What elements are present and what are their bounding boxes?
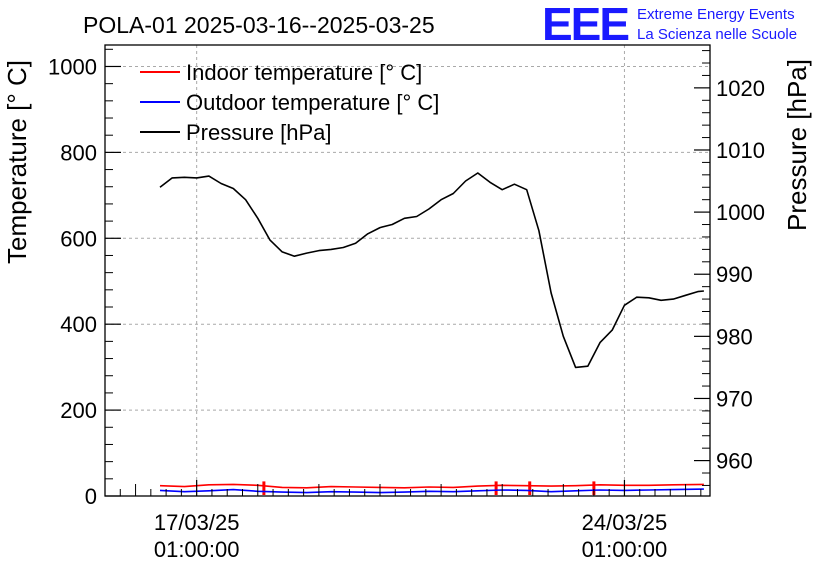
outdoor-temperature-line [159, 488, 704, 494]
x-axis-tick-label-date: 17/03/25 [154, 510, 240, 535]
eee-logo-mark: EEE [542, 0, 628, 50]
right-axis-tick-label: 970 [716, 386, 753, 411]
right-axis-tick-label: 980 [716, 324, 753, 349]
plot-frame [104, 44, 711, 497]
x-axis-tick-label-time: 01:00:00 [582, 537, 668, 562]
left-axis-label: Temperature [° C] [2, 60, 32, 264]
left-axis-tick-label: 1000 [48, 54, 97, 79]
left-axis-tick-label: 0 [85, 484, 97, 509]
left-axis-tick-label: 200 [60, 398, 97, 423]
right-axis-tick-label: 960 [716, 449, 753, 474]
left-axis-tick-label: 600 [60, 226, 97, 251]
right-axis-label: Pressure [hPa] [782, 59, 812, 231]
eee-logo-line1: Extreme Energy Events [637, 6, 795, 23]
right-axis-tick-label: 1020 [716, 76, 765, 101]
eee-logo: EEE Extreme Energy Events La Scienza nel… [542, 0, 797, 50]
eee-logo-line2: La Scienza nelle Scuole [637, 26, 797, 43]
legend: Indoor temperature [° C] Outdoor tempera… [140, 60, 439, 145]
legend-label-indoor: Indoor temperature [° C] [186, 60, 422, 85]
series-layer [159, 172, 704, 495]
legend-label-outdoor: Outdoor temperature [° C] [186, 90, 439, 115]
indoor-temperature-line [159, 483, 704, 489]
pressure-line [159, 172, 704, 369]
grid-lines [105, 45, 710, 496]
left-axis: 0 200 400 600 800 1000 [48, 48, 121, 509]
right-axis-tick-label: 990 [716, 262, 753, 287]
right-axis-tick-label: 1000 [716, 200, 765, 225]
chart-title: POLA-01 2025-03-16--2025-03-25 [83, 12, 435, 38]
left-axis-tick-label: 400 [60, 312, 97, 337]
right-axis-tick-label: 1010 [716, 138, 765, 163]
x-axis-tick-label-time: 01:00:00 [154, 537, 240, 562]
legend-label-pressure: Pressure [hPa] [186, 120, 332, 145]
left-axis-tick-label: 800 [60, 140, 97, 165]
right-axis: 960 970 980 990 1000 1010 1020 [694, 50, 765, 486]
x-axis-tick-label-date: 24/03/25 [582, 510, 668, 535]
